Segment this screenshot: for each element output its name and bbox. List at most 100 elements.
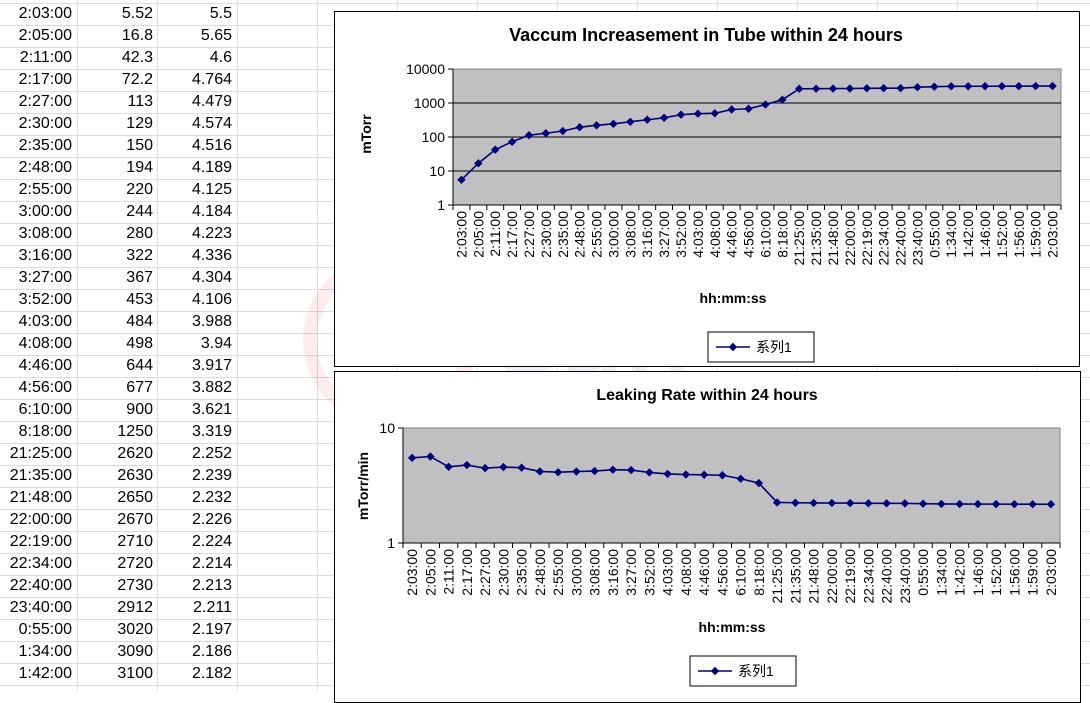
rate-cell[interactable]: 2.226: [191, 511, 232, 528]
time-cell[interactable]: 6:10:00: [18, 401, 72, 418]
time-cell[interactable]: 4:56:00: [18, 379, 72, 396]
table-row[interactable]: 2:05:00 16.8 5.65: [0, 25, 236, 47]
time-cell[interactable]: 22:19:00: [9, 533, 72, 550]
pressure-cell[interactable]: 2630: [117, 467, 153, 484]
pressure-cell[interactable]: 194: [126, 159, 153, 176]
time-cell[interactable]: 22:40:00: [9, 577, 72, 594]
time-cell[interactable]: 3:27:00: [18, 269, 72, 286]
rate-cell[interactable]: 3.621: [191, 401, 232, 418]
table-row[interactable]: 2:17:00 72.2 4.764: [0, 69, 236, 91]
table-row[interactable]: 22:00:00 2670 2.226: [0, 509, 236, 531]
rate-cell[interactable]: 3.94: [200, 335, 232, 352]
pressure-cell[interactable]: 2620: [117, 445, 153, 462]
rate-cell[interactable]: 5.5: [209, 5, 232, 22]
table-row[interactable]: 8:18:00 1250 3.319: [0, 421, 236, 443]
rate-cell[interactable]: 2.186: [191, 643, 232, 660]
rate-cell[interactable]: 4.184: [191, 203, 232, 220]
pressure-cell[interactable]: 900: [126, 401, 153, 418]
table-row[interactable]: 2:30:00 129 4.574: [0, 113, 236, 135]
table-row[interactable]: 3:00:00 244 4.184: [0, 201, 236, 223]
table-row[interactable]: 4:08:00 498 3.94: [0, 333, 236, 355]
time-cell[interactable]: 4:08:00: [18, 335, 72, 352]
time-cell[interactable]: 21:25:00: [9, 445, 72, 462]
pressure-cell[interactable]: 244: [126, 203, 153, 220]
time-cell[interactable]: 2:48:00: [18, 159, 72, 176]
rate-cell[interactable]: 2.197: [191, 621, 232, 638]
time-cell[interactable]: 3:00:00: [18, 203, 72, 220]
rate-cell[interactable]: 2.252: [191, 445, 232, 462]
time-cell[interactable]: 8:18:00: [18, 423, 72, 440]
table-row[interactable]: 22:19:00 2710 2.224: [0, 531, 236, 553]
rate-cell[interactable]: 4.336: [191, 247, 232, 264]
table-row[interactable]: 3:08:00 280 4.223: [0, 223, 236, 245]
table-row[interactable]: 2:48:00 194 4.189: [0, 157, 236, 179]
pressure-cell[interactable]: 42.3: [121, 49, 153, 66]
time-cell[interactable]: 21:48:00: [9, 489, 72, 506]
pressure-cell[interactable]: 1250: [117, 423, 153, 440]
table-row[interactable]: 22:40:00 2730 2.213: [0, 575, 236, 597]
rate-cell[interactable]: 2.214: [191, 555, 232, 572]
pressure-cell[interactable]: 2730: [117, 577, 153, 594]
rate-cell[interactable]: 4.304: [191, 269, 232, 286]
table-row[interactable]: 4:46:00 644 3.917: [0, 355, 236, 377]
pressure-cell[interactable]: 322: [126, 247, 153, 264]
table-row[interactable]: 2:27:00 113 4.479: [0, 91, 236, 113]
pressure-cell[interactable]: 150: [126, 137, 153, 154]
rate-cell[interactable]: 2.232: [191, 489, 232, 506]
pressure-cell[interactable]: 2912: [117, 599, 153, 616]
time-cell[interactable]: 2:55:00: [18, 181, 72, 198]
rate-cell[interactable]: 2.211: [193, 599, 232, 616]
table-row[interactable]: 21:35:00 2630 2.239: [0, 465, 236, 487]
time-cell[interactable]: 2:03:00: [18, 5, 72, 22]
pressure-cell[interactable]: 16.8: [121, 27, 153, 44]
rate-cell[interactable]: 4.6: [209, 49, 232, 66]
rate-cell[interactable]: 3.917: [191, 357, 232, 374]
table-row[interactable]: 21:25:00 2620 2.252: [0, 443, 236, 465]
time-cell[interactable]: 2:30:00: [18, 115, 72, 132]
table-row[interactable]: 6:10:00 900 3.621: [0, 399, 236, 421]
rate-cell[interactable]: 3.882: [191, 379, 232, 396]
time-cell[interactable]: 22:00:00: [9, 511, 72, 528]
pressure-cell[interactable]: 367: [126, 269, 153, 286]
time-cell[interactable]: 4:46:00: [18, 357, 72, 374]
rate-cell[interactable]: 2.224: [191, 533, 232, 550]
pressure-cell[interactable]: 2650: [117, 489, 153, 506]
time-cell[interactable]: 3:16:00: [18, 247, 72, 264]
table-row[interactable]: 23:40:00 2912 2.211: [0, 597, 236, 619]
pressure-cell[interactable]: 129: [126, 115, 153, 132]
time-cell[interactable]: 1:42:00: [18, 665, 72, 682]
rate-cell[interactable]: 4.125: [191, 181, 232, 198]
table-row[interactable]: 2:03:00 5.52 5.5: [0, 3, 236, 25]
pressure-cell[interactable]: 3100: [117, 665, 153, 682]
rate-cell[interactable]: 4.223: [191, 225, 232, 242]
pressure-cell[interactable]: 644: [126, 357, 153, 374]
time-cell[interactable]: 0:55:00: [18, 621, 72, 638]
rate-cell[interactable]: 4.189: [191, 159, 232, 176]
pressure-cell[interactable]: 3020: [117, 621, 153, 638]
table-row[interactable]: 3:27:00 367 4.304: [0, 267, 236, 289]
table-row[interactable]: 22:34:00 2720 2.214: [0, 553, 236, 575]
table-row[interactable]: 1:42:00 3100 2.182: [0, 663, 236, 685]
time-cell[interactable]: 3:08:00: [18, 225, 72, 242]
table-row[interactable]: 2:11:00 42.3 4.6: [0, 47, 236, 69]
pressure-cell[interactable]: 484: [126, 313, 153, 330]
rate-cell[interactable]: 4.764: [191, 71, 232, 88]
rate-cell[interactable]: 4.479: [191, 93, 232, 110]
pressure-cell[interactable]: 498: [126, 335, 153, 352]
rate-cell[interactable]: 4.574: [191, 115, 232, 132]
rate-cell[interactable]: 2.182: [191, 665, 232, 682]
pressure-cell[interactable]: 280: [126, 225, 153, 242]
pressure-cell[interactable]: 2720: [117, 555, 153, 572]
table-row[interactable]: 21:48:00 2650 2.232: [0, 487, 236, 509]
time-cell[interactable]: 21:35:00: [9, 467, 72, 484]
time-cell[interactable]: 2:17:00: [18, 71, 72, 88]
data-table[interactable]: 2:03:00 5.52 5.5 2:05:00 16.8 5.65 2:11:00 42.3…: [0, 3, 236, 685]
rate-cell[interactable]: 2.239: [191, 467, 232, 484]
rate-cell[interactable]: 4.106: [191, 291, 232, 308]
pressure-cell[interactable]: 113: [127, 93, 153, 110]
table-row[interactable]: 2:35:00 150 4.516: [0, 135, 236, 157]
pressure-cell[interactable]: 5.52: [121, 5, 153, 22]
pressure-cell[interactable]: 2670: [117, 511, 153, 528]
rate-cell[interactable]: 3.319: [191, 423, 232, 440]
pressure-cell[interactable]: 72.2: [121, 71, 153, 88]
